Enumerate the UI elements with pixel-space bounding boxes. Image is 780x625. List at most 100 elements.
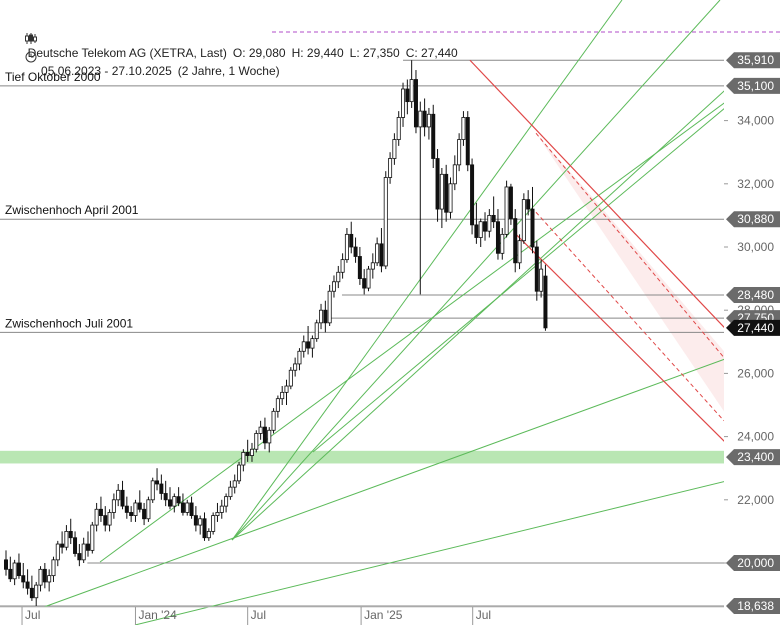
candle [133, 502, 138, 516]
candle [193, 515, 198, 526]
candle [142, 508, 147, 520]
ohlc-low: L: 27,350 [349, 46, 400, 60]
candle [409, 79, 414, 103]
candle [306, 341, 311, 349]
candle [262, 426, 267, 444]
candle [8, 568, 13, 580]
candle [77, 553, 82, 561]
candle [4, 559, 9, 570]
x-tick-label: Jul [476, 608, 491, 622]
candle [116, 489, 121, 501]
candle [215, 512, 220, 517]
candle [331, 281, 336, 292]
candle [465, 117, 470, 166]
candle [237, 464, 242, 482]
candle [81, 543, 86, 561]
ohlc-open: O: 29,080 [232, 46, 286, 60]
candle [461, 117, 466, 140]
candle [470, 164, 475, 226]
candle [146, 499, 151, 520]
candle [180, 502, 185, 513]
last-price-tag [726, 319, 780, 336]
x-tick-label: Jul [25, 608, 40, 622]
candle [275, 398, 280, 412]
candle [401, 88, 406, 118]
last-price-tag-label: 27,440 [737, 321, 774, 335]
candle [64, 531, 69, 548]
candle [73, 537, 78, 554]
candle [543, 275, 548, 329]
candle [310, 338, 315, 349]
candle [426, 113, 431, 128]
candle [457, 139, 462, 166]
candle [396, 117, 401, 140]
support-zone-tag-label: 23,400 [737, 450, 774, 464]
candles [4, 60, 548, 606]
candle [211, 515, 216, 532]
candle [42, 568, 47, 583]
candlestick-chart-icon [12, 19, 38, 44]
date-range: 05.06.2023 - 27.10.2025 [41, 64, 172, 78]
candle [504, 186, 509, 235]
candle [344, 233, 349, 261]
candle [167, 499, 172, 507]
candle [228, 486, 233, 498]
candle [159, 483, 164, 494]
trend-line [231, 39, 780, 541]
level-description: Zwischenhoch Juli 2001 [5, 316, 133, 330]
candle [34, 584, 39, 599]
candle [25, 581, 30, 589]
candle [422, 110, 427, 128]
candle [280, 391, 285, 400]
candle [129, 512, 134, 517]
candle [176, 496, 181, 504]
candle [413, 79, 418, 128]
candle [319, 309, 324, 324]
candle [258, 426, 263, 434]
trend-line [231, 0, 721, 541]
candle [124, 505, 129, 513]
candle [297, 350, 302, 365]
candle [172, 496, 177, 507]
level-tag-label: 28,480 [737, 288, 774, 302]
candle [284, 385, 289, 393]
candle [245, 451, 250, 456]
channel-lower-dashed [535, 211, 725, 422]
level-tag [726, 77, 780, 94]
level-tag [726, 52, 780, 69]
x-tick-label: Jan '25 [364, 608, 403, 622]
candle [47, 575, 52, 583]
candle [362, 278, 367, 289]
chart-period: 05.06.2023 - 27.10.2025 (2 Jahre, 1 Woche… [5, 23, 286, 80]
candle [254, 433, 259, 450]
candle [349, 233, 354, 248]
candle [267, 429, 272, 444]
candle [163, 493, 168, 501]
trend-line [231, 0, 623, 541]
level-tag-label: 20,000 [737, 556, 774, 570]
candle [94, 508, 99, 526]
candle [392, 139, 397, 159]
y-tick-label: 24,000 [737, 430, 774, 444]
candle [314, 322, 319, 340]
candle [521, 199, 526, 242]
y-tick-label: 26,000 [737, 366, 774, 380]
y-tick-label: 22,000 [737, 493, 774, 507]
candle [340, 259, 345, 273]
ohlc-close: C: 27,440 [405, 46, 458, 60]
candle [206, 531, 211, 539]
candle [288, 369, 293, 387]
candle [21, 575, 26, 583]
level-tag [726, 287, 780, 304]
period-span: (2 Jahre, 1 Woche) [177, 64, 280, 78]
candle [323, 309, 328, 324]
candle [379, 243, 384, 267]
candle [103, 515, 108, 526]
candle [439, 173, 444, 210]
candle [336, 271, 341, 283]
candle [452, 164, 457, 185]
level-tag-label: 30,880 [737, 212, 774, 226]
level-tag-label: 35,910 [737, 53, 774, 67]
candle [12, 562, 17, 580]
